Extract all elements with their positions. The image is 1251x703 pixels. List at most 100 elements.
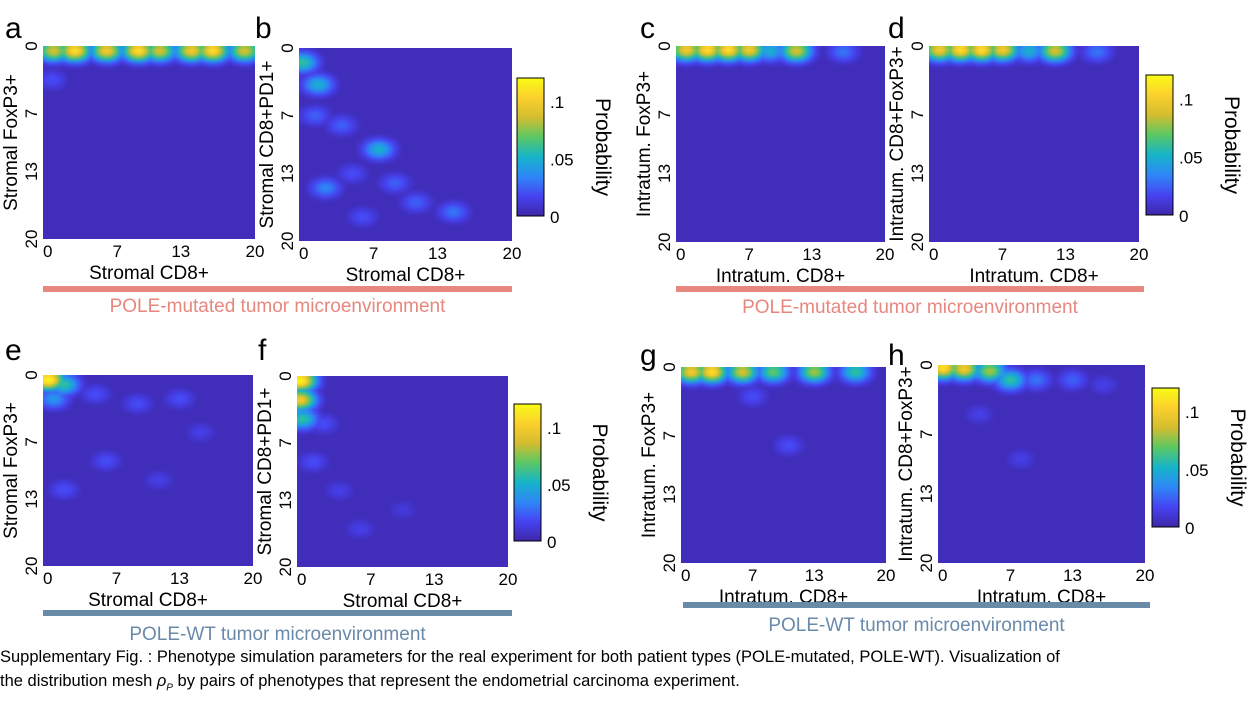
- panel-letter-d: d: [888, 12, 905, 45]
- x-axis-label-f: Stromal CD8+: [343, 591, 463, 612]
- heatmap-d: [929, 46, 1139, 242]
- y-tick-label-h: 13: [917, 484, 936, 503]
- group-label: POLE-WT tumor microenvironment: [768, 615, 1065, 636]
- x-tick-label-c: 20: [876, 245, 895, 264]
- x-tick-label-h: 13: [1063, 566, 1082, 585]
- y-tick-label-f: 20: [276, 558, 295, 577]
- caption-rho-symbol: ρ: [156, 672, 167, 690]
- group-wt-right: POLE-WT tumor microenvironment: [683, 602, 1150, 636]
- y-tick-label-b: 13: [278, 164, 297, 183]
- x-axis-label-c: Intratum. CD8+: [716, 266, 845, 287]
- x-tick-label-b: 20: [503, 244, 522, 263]
- colorbar-tick-label: .1: [1185, 403, 1199, 422]
- colorbar-tick-label: .1: [547, 419, 561, 438]
- y-tick-label-b: 7: [278, 111, 297, 120]
- colorbar-gradient: [516, 77, 545, 217]
- heatmap-f: [297, 376, 508, 567]
- colorbar-label: Probability: [1226, 408, 1249, 507]
- x-axis-label-a: Stromal CD8+: [89, 263, 209, 284]
- panel-letter-h: h: [888, 339, 905, 372]
- colorbar-gradient: [1145, 74, 1174, 216]
- x-axis-label-e: Stromal CD8+: [88, 590, 208, 611]
- colorbar-gradient: [1151, 387, 1180, 528]
- colorbar-tick-label: .05: [547, 476, 571, 495]
- group-label: POLE-mutated tumor microenvironment: [110, 296, 447, 317]
- y-tick-label-d: 0: [908, 41, 927, 50]
- caption-rho-subscript: P: [166, 682, 173, 694]
- caption-line-2-prefix: the distribution mesh: [0, 672, 157, 690]
- group-bar: [43, 610, 512, 616]
- colorbar-label: Probability: [1220, 96, 1243, 195]
- y-axis-label-h: Intratum. CD8+FoxP3+: [896, 366, 917, 561]
- y-tick-label-a: 20: [22, 230, 41, 249]
- colorbar-tick-label: 0: [1185, 519, 1194, 538]
- colorbar-tick-label: 0: [1179, 207, 1188, 226]
- heatmap-b: [299, 48, 512, 241]
- y-axis-label-b: Stromal CD8+PD1+: [257, 61, 278, 229]
- group-bar: [683, 602, 1150, 608]
- x-axis-label-b: Stromal CD8+: [346, 265, 466, 286]
- colorbar-4: .1 .05 0 Probability: [1151, 387, 1249, 538]
- x-tick-label-d: 7: [998, 245, 1007, 264]
- y-tick-label-e: 20: [22, 557, 41, 576]
- x-tick-label-d: 13: [1056, 245, 1075, 264]
- x-tick-label-g: 7: [748, 566, 757, 585]
- y-tick-label-d: 13: [908, 164, 927, 183]
- x-tick-label-f: 13: [425, 570, 444, 589]
- x-tick-label-a: 20: [246, 242, 265, 261]
- y-tick-label-g: 7: [660, 431, 679, 440]
- y-tick-label-c: 0: [655, 41, 674, 50]
- heatmap-a: [43, 46, 255, 239]
- group-bar: [676, 286, 1144, 292]
- y-tick-label-f: 13: [276, 491, 295, 510]
- y-tick-label-c: 13: [655, 164, 674, 183]
- x-tick-label-d: 0: [929, 245, 938, 264]
- y-axis-label-f: Stromal CD8+PD1+: [255, 388, 276, 556]
- group-bar: [43, 286, 512, 292]
- x-tick-label-g: 0: [681, 566, 690, 585]
- x-tick-label-f: 7: [366, 570, 375, 589]
- x-tick-label-a: 13: [171, 242, 190, 261]
- y-axis-label-g: Intratum. FoxP3+: [639, 392, 660, 538]
- x-tick-label-e: 7: [112, 569, 121, 588]
- y-tick-label-g: 0: [660, 362, 679, 371]
- heatmap-c: [676, 46, 885, 242]
- y-tick-label-h: 20: [917, 554, 936, 573]
- y-tick-label-d: 20: [908, 233, 927, 252]
- x-tick-label-g: 20: [877, 566, 896, 585]
- x-tick-label-f: 0: [297, 570, 306, 589]
- y-axis-label-d: Intratum. CD8+FoxP3+: [887, 46, 908, 241]
- y-tick-label-e: 13: [22, 490, 41, 509]
- x-tick-label-c: 13: [802, 245, 821, 264]
- heatmap-e: [43, 375, 253, 566]
- y-tick-label-c: 20: [655, 233, 674, 252]
- colorbar-tick-label: .05: [1179, 149, 1203, 168]
- y-tick-label-a: 13: [22, 162, 41, 181]
- x-tick-label-b: 7: [369, 244, 378, 263]
- x-tick-label-c: 7: [744, 245, 753, 264]
- x-tick-label-h: 0: [938, 566, 947, 585]
- y-tick-label-b: 20: [278, 232, 297, 251]
- x-tick-label-a: 7: [112, 242, 121, 261]
- figure-caption: Supplementary Fig. : Phenotype simulatio…: [0, 645, 1251, 700]
- x-tick-label-c: 0: [676, 245, 685, 264]
- x-axis-label-d: Intratum. CD8+: [969, 266, 1098, 287]
- heatmap-g: [681, 367, 886, 563]
- x-tick-label-h: 7: [1006, 566, 1015, 585]
- panel-letter-f: f: [258, 334, 267, 367]
- caption-line-1: Supplementary Fig. : Phenotype simulatio…: [0, 648, 1060, 666]
- group-label: POLE-WT tumor microenvironment: [129, 624, 426, 645]
- x-tick-label-b: 0: [299, 244, 308, 263]
- y-tick-label-h: 0: [917, 360, 936, 369]
- y-axis-label-e: Stromal FoxP3+: [1, 402, 22, 539]
- colorbar-label: Probability: [588, 423, 611, 522]
- x-tick-label-a: 0: [43, 242, 52, 261]
- panel-letter-e: e: [5, 334, 22, 367]
